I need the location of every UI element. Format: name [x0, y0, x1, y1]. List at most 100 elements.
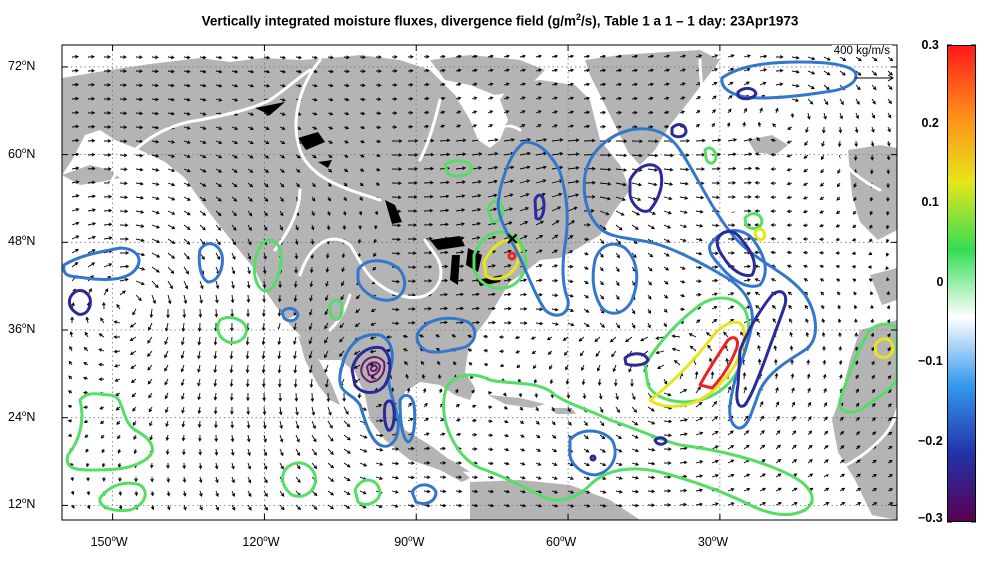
- flux-vector: [647, 168, 659, 172]
- flux-vector: [770, 138, 777, 143]
- flux-vector: [578, 336, 585, 342]
- flux-vector: [615, 490, 623, 494]
- flux-vector: [101, 462, 106, 468]
- flux-vector: [519, 321, 528, 325]
- flux-vector: [870, 346, 875, 352]
- flux-vector: [775, 459, 782, 464]
- flux-vector: [694, 370, 699, 380]
- flux-vector: [786, 264, 793, 269]
- flux-vector: [119, 55, 127, 59]
- greenland: [585, 50, 720, 165]
- flux-vector: [679, 502, 688, 507]
- flux-vector: [599, 153, 612, 157]
- colorbar: [947, 45, 976, 522]
- flux-vector: [727, 54, 735, 58]
- flux-vector: [261, 322, 266, 332]
- flux-vector: [230, 434, 235, 443]
- flux-vector: [261, 308, 266, 317]
- flux-vector: [439, 194, 450, 199]
- flux-vector: [455, 54, 462, 59]
- flux-vector: [887, 488, 894, 492]
- flux-vector: [132, 420, 137, 426]
- flux-vector: [423, 475, 431, 480]
- contour-green-9: [472, 230, 528, 290]
- flux-vector: [85, 316, 90, 324]
- flux-vector: [535, 165, 547, 170]
- flux-vector: [551, 278, 559, 283]
- contour-blue-10: [591, 242, 639, 315]
- flux-vector: [151, 125, 160, 130]
- flux-vector: [148, 322, 153, 331]
- flux-vector: [679, 68, 686, 72]
- flux-vector: [581, 364, 585, 372]
- flux-vector: [471, 152, 483, 156]
- flux-vector: [567, 152, 580, 156]
- flux-vector: [615, 476, 623, 480]
- flux-vector: [418, 334, 425, 338]
- flux-vector: [279, 83, 287, 88]
- flux-vector: [151, 210, 160, 215]
- flux-vector: [453, 361, 457, 366]
- flux-vector: [263, 210, 268, 217]
- contour-yellow-3: [873, 337, 895, 359]
- flux-vector: [471, 193, 482, 198]
- flux-vector: [467, 348, 473, 352]
- flux-vector: [215, 126, 223, 130]
- flux-vector: [487, 151, 499, 156]
- flux-vector: [855, 431, 861, 436]
- flux-vector: [786, 250, 793, 255]
- flux-vector: [567, 68, 575, 73]
- flux-vector: [167, 196, 176, 201]
- flux-vector: [87, 194, 96, 199]
- flux-vector: [535, 278, 543, 283]
- flux-vector: [869, 196, 874, 202]
- flux-vector: [327, 420, 333, 429]
- flux-vector: [535, 462, 542, 466]
- flux-vector: [855, 488, 862, 492]
- flux-vector: [855, 374, 859, 380]
- flux-vector: [231, 196, 238, 202]
- contour-yellow-1: [482, 238, 521, 281]
- flux-vector: [599, 54, 607, 59]
- flux-vector: [855, 70, 862, 76]
- flux-vector: [310, 392, 315, 403]
- cuba: [488, 395, 545, 408]
- flux-vector: [567, 54, 575, 59]
- flux-vector: [340, 294, 345, 301]
- flux-vector: [583, 504, 591, 508]
- flux-vector: [535, 448, 542, 452]
- flux-vector: [583, 237, 590, 242]
- contour-green-6: [353, 478, 382, 506]
- flux-vector: [770, 167, 777, 171]
- flux-vector: [535, 137, 548, 142]
- flux-vector: [551, 138, 564, 142]
- flux-vector: [791, 84, 800, 88]
- flux-vector: [355, 294, 361, 300]
- flux-vector: [199, 97, 207, 102]
- flux-vector: [472, 447, 478, 451]
- flux-vector: [744, 209, 752, 213]
- flux-vector: [456, 461, 463, 465]
- flux-vector: [835, 264, 841, 269]
- flux-vector: [263, 196, 269, 202]
- flux-vector: [743, 278, 751, 282]
- flux-vector: [325, 252, 330, 259]
- flux-vector: [151, 196, 160, 201]
- flux-vector: [151, 224, 161, 229]
- flux-vector: [887, 431, 893, 436]
- flux-vector: [803, 264, 809, 269]
- flux-vector: [71, 235, 80, 240]
- flux-vector: [689, 345, 697, 352]
- flux-vector: [455, 418, 461, 422]
- flux-vector: [663, 224, 672, 229]
- flux-vector: [117, 462, 122, 469]
- flux-vector: [407, 503, 415, 508]
- flux-vector: [851, 251, 857, 256]
- flux-vector: [149, 434, 153, 441]
- flux-vector: [69, 330, 74, 338]
- flux-vector: [855, 388, 860, 394]
- flux-vector: [358, 224, 362, 230]
- flux-vector: [247, 266, 251, 275]
- flux-vector: [455, 152, 467, 157]
- flux-vector: [215, 140, 223, 145]
